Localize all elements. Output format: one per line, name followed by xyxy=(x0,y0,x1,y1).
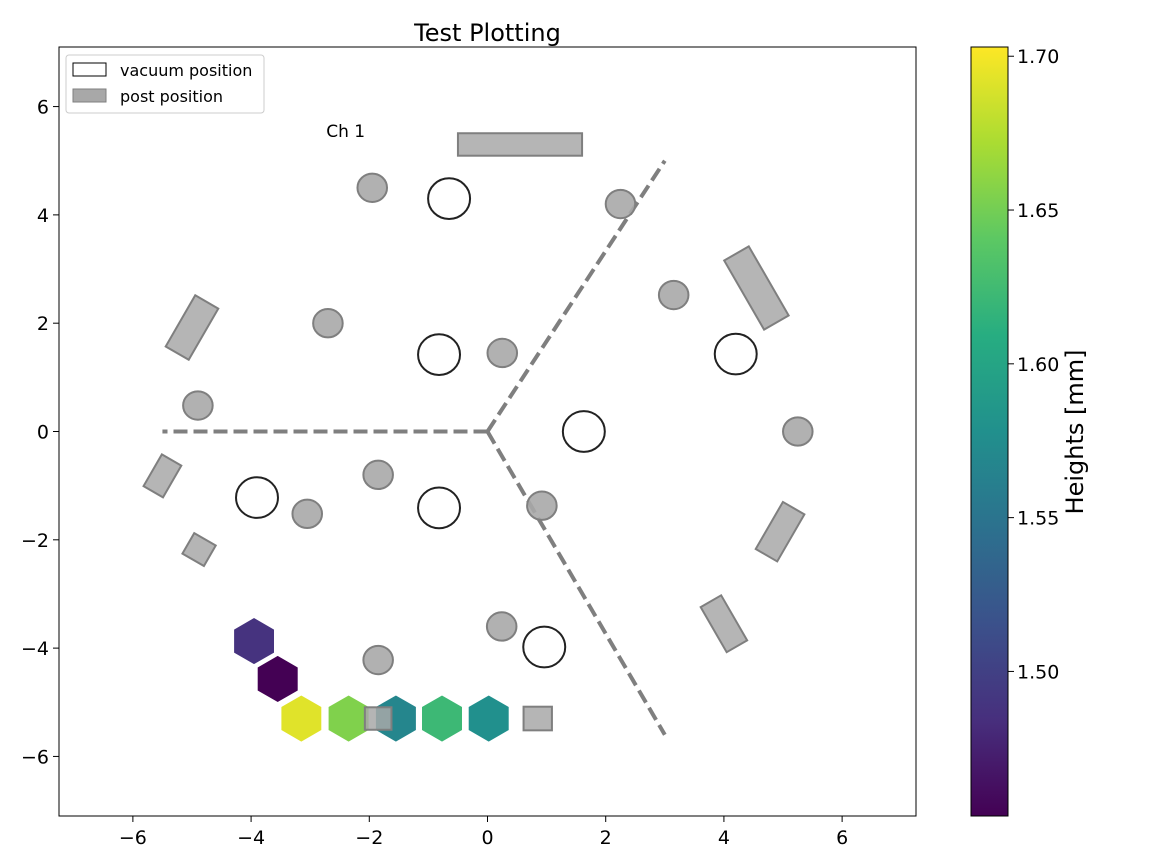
post-rect-7 xyxy=(522,705,553,732)
vacuum-position-3 xyxy=(561,410,606,453)
post-circle-0 xyxy=(356,172,389,203)
height-hexagon-0 xyxy=(233,616,275,666)
y-tick-label: −6 xyxy=(21,746,49,768)
x-tick-label: 6 xyxy=(836,827,848,849)
post-circle-1 xyxy=(604,188,637,220)
channel-annotation: Ch 1 xyxy=(326,122,365,142)
colorbar: 1.50 1.55 1.60 1.65 1.70 Heights [mm] xyxy=(970,46,1089,817)
colorbar-tick-label: 1.50 xyxy=(1017,661,1059,683)
y-tick-label: 4 xyxy=(37,205,49,227)
post-rect-0 xyxy=(456,132,584,157)
post-circle-6 xyxy=(782,416,814,447)
post-rect-5 xyxy=(181,531,218,568)
y-tick-label: 2 xyxy=(37,313,49,335)
height-hexagon-1 xyxy=(256,654,299,704)
x-tick-label: 0 xyxy=(481,827,493,849)
post-circle-5 xyxy=(182,390,214,421)
post-circle-3 xyxy=(486,337,519,369)
x-tick-label: 2 xyxy=(600,827,612,849)
post-rect-6 xyxy=(699,593,749,654)
vacuum-position-2 xyxy=(713,332,758,376)
colorbar-tick-label: 1.55 xyxy=(1017,508,1059,530)
sector-divider-2 xyxy=(485,430,667,736)
post-rect-3 xyxy=(142,453,183,499)
y-tick-label: −2 xyxy=(21,530,49,552)
y-tick-label: −4 xyxy=(21,638,49,660)
colorbar-tick-label: 1.60 xyxy=(1017,354,1059,376)
colorbar-tick-label: 1.70 xyxy=(1017,46,1059,68)
post-rect-8 xyxy=(363,706,393,731)
colorbar-tick-label: 1.65 xyxy=(1017,200,1059,222)
post-rect-1 xyxy=(164,293,220,362)
legend-swatch-vacuum xyxy=(72,62,107,77)
legend-box xyxy=(65,54,265,114)
x-tick-label: −4 xyxy=(237,827,265,849)
post-circle-9 xyxy=(526,490,558,521)
vacuum-position-5 xyxy=(417,486,462,530)
colorbar-gradient xyxy=(970,46,1009,817)
post-circle-11 xyxy=(362,644,394,676)
legend-label-post: post position xyxy=(120,87,223,106)
height-hexagon-2 xyxy=(280,694,323,743)
legend-swatch-post xyxy=(72,88,107,103)
post-circle-7 xyxy=(362,459,394,491)
colorbar-label: Heights [mm] xyxy=(1061,350,1089,515)
y-tick-label: 6 xyxy=(37,97,49,119)
height-hexagon-6 xyxy=(467,694,510,743)
height-hexagon-3 xyxy=(327,694,370,743)
post-rect-2 xyxy=(722,244,791,331)
x-tick-label: −2 xyxy=(355,827,383,849)
y-tick-label: 0 xyxy=(37,422,49,444)
post-rect-4 xyxy=(754,500,806,563)
chart-title: Test Plotting xyxy=(413,19,561,47)
sector-divider-1 xyxy=(485,159,667,433)
post-circle-4 xyxy=(657,279,690,311)
height-hexagon-5 xyxy=(421,694,463,743)
colorbar-ticks: 1.50 1.55 1.60 1.65 1.70 xyxy=(1008,46,1059,683)
axes: −6 −4 −2 0 2 4 6 −6 −4 −2 0 2 4 6 xyxy=(21,97,848,849)
legend: vacuum position post position xyxy=(65,54,265,114)
x-tick-label: −6 xyxy=(119,827,147,849)
post-circle-10 xyxy=(485,611,518,642)
x-tick-label: 4 xyxy=(718,827,730,849)
vacuum-position-6 xyxy=(522,625,567,669)
legend-label-vacuum: vacuum position xyxy=(120,61,252,80)
vacuum-position-4 xyxy=(235,476,279,519)
post-circle-8 xyxy=(291,498,324,530)
vacuum-position-0 xyxy=(427,177,472,220)
vacuum-position-1 xyxy=(417,333,462,376)
plot-area xyxy=(142,132,814,743)
post-circle-2 xyxy=(312,308,344,339)
